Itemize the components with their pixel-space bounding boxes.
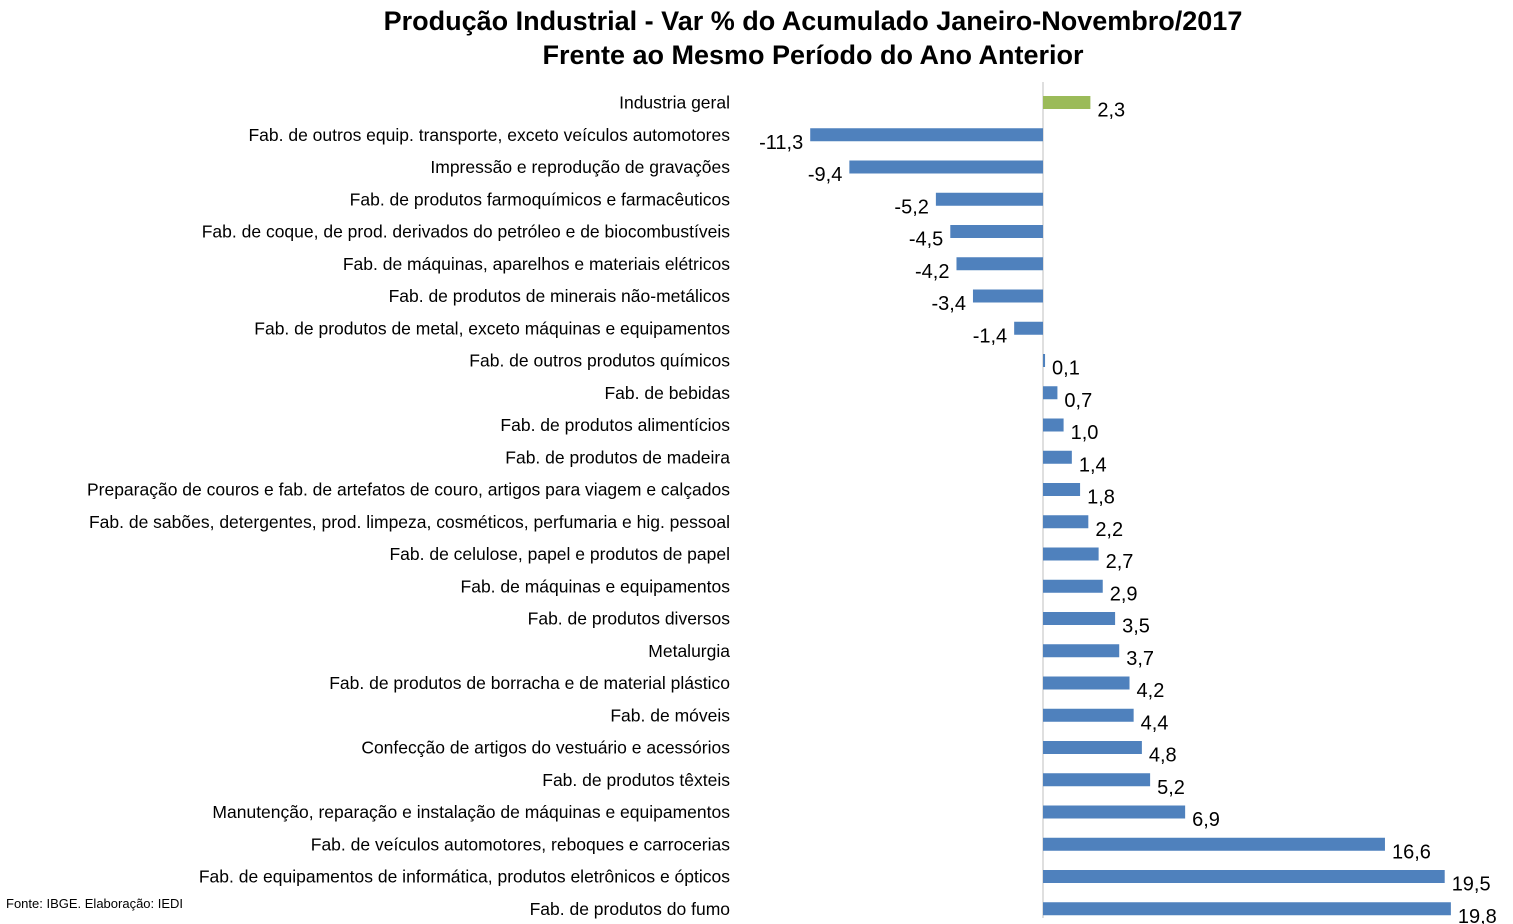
bar xyxy=(1043,450,1072,464)
bar xyxy=(1043,354,1046,367)
value-label: 3,5 xyxy=(1122,616,1150,638)
value-label: 0,7 xyxy=(1064,390,1092,412)
value-label: 4,4 xyxy=(1141,712,1169,734)
value-label: 1,4 xyxy=(1079,454,1107,476)
chart-title-line-2: Frente ao Mesmo Período do Ano Anterior xyxy=(542,40,1084,70)
value-label: -5,2 xyxy=(894,196,928,218)
value-label: -9,4 xyxy=(808,164,842,186)
value-label: 3,7 xyxy=(1126,648,1154,670)
bar xyxy=(1043,547,1099,561)
value-label: 2,9 xyxy=(1110,583,1138,605)
category-label: Fab. de outros equip. transporte, exceto… xyxy=(248,125,730,145)
value-label: -3,4 xyxy=(931,293,965,315)
value-label: 19,5 xyxy=(1452,874,1491,896)
category-label: Fab. de celulose, papel e produtos de pa… xyxy=(389,544,730,564)
value-label: 2,2 xyxy=(1095,519,1123,541)
bar xyxy=(1043,515,1089,529)
bar xyxy=(1043,741,1142,754)
value-label: 1,0 xyxy=(1071,422,1099,444)
bar xyxy=(1043,418,1064,432)
bar xyxy=(1043,805,1186,819)
bar xyxy=(810,128,1043,142)
value-label: 1,8 xyxy=(1087,487,1115,509)
category-label: Fab. de outros produtos químicos xyxy=(469,351,730,371)
category-label: Industria geral xyxy=(619,93,730,113)
value-label: 0,1 xyxy=(1052,358,1080,380)
chart-title: Produção Industrial - Var % do Acumulado… xyxy=(0,4,1513,72)
category-labels: Industria geral Fab. de outros equip. tra… xyxy=(87,93,730,919)
category-label: Confecção de artigos do vestuário e aces… xyxy=(361,738,730,758)
category-label: Fab. de produtos de madeira xyxy=(505,447,730,467)
bar xyxy=(1043,644,1120,658)
bar xyxy=(1043,837,1385,851)
bar xyxy=(935,192,1043,206)
category-label: Impressão e reprodução de gravações xyxy=(430,157,730,177)
bar xyxy=(1043,708,1134,722)
bar xyxy=(1043,902,1451,916)
bar xyxy=(956,257,1043,271)
bar xyxy=(972,289,1043,303)
value-label: 6,9 xyxy=(1192,809,1220,831)
category-label: Fab. de produtos de minerais não-metálic… xyxy=(389,286,731,306)
category-label: Fab. de máquinas, aparelhos e materiais … xyxy=(343,254,730,274)
category-label: Fab. de móveis xyxy=(610,705,730,725)
category-label: Fab. de veículos automotores, reboques e… xyxy=(311,834,730,854)
value-label: 2,7 xyxy=(1106,551,1134,573)
bar xyxy=(1043,773,1151,787)
value-label: -1,4 xyxy=(973,325,1007,347)
value-labels: 2,3 -11,3-9,4 -5,2 -4,5 -4,2 -3,4 -1,4 0,1 0,7 1,… xyxy=(759,100,1497,924)
source-note: Fonte: IBGE. Elaboração: IEDI xyxy=(6,896,184,911)
bar xyxy=(1043,676,1130,690)
bar xyxy=(950,225,1043,238)
bar xyxy=(849,160,1043,174)
value-label: -11,3 xyxy=(759,132,803,154)
category-label: Fab. de bebidas xyxy=(604,383,730,403)
bar xyxy=(1043,579,1103,593)
category-label: Fab. de equipamentos de informática, pro… xyxy=(199,867,730,887)
bar-highlight xyxy=(1043,96,1091,109)
category-label: Fab. de produtos farmoquímicos e farmacê… xyxy=(350,189,731,209)
category-label: Preparação de couros e fab. de artefatos… xyxy=(87,480,730,500)
bar xyxy=(1014,321,1043,335)
value-label: -4,5 xyxy=(909,229,943,251)
category-label: Fab. de produtos alimentícios xyxy=(500,415,730,435)
category-label: Fab. de coque, de prod. derivados do pet… xyxy=(202,222,731,242)
category-label: Fab. de sabões, detergentes, prod. limpe… xyxy=(89,512,730,532)
chart-title-line-1: Produção Industrial - Var % do Acumulado… xyxy=(383,6,1243,36)
value-label: -4,2 xyxy=(915,261,949,283)
category-label: Fab. de máquinas e equipamentos xyxy=(461,576,731,596)
category-label: Fab. de produtos têxteis xyxy=(542,770,730,790)
value-label: 19,8 xyxy=(1458,906,1497,924)
category-label: Fab. de produtos de borracha e de materi… xyxy=(329,673,730,693)
value-label: 4,2 xyxy=(1137,680,1165,702)
bar xyxy=(1043,870,1445,883)
bars xyxy=(810,96,1451,916)
value-label: 2,3 xyxy=(1097,100,1125,122)
bar xyxy=(1043,483,1081,496)
value-label: 5,2 xyxy=(1157,777,1185,799)
category-label: Fab. de produtos do fumo xyxy=(530,899,730,919)
bar xyxy=(1043,386,1058,400)
value-label: 4,8 xyxy=(1149,745,1177,767)
category-label: Manutenção, reparação e instalação de má… xyxy=(212,802,730,822)
category-label: Metalurgia xyxy=(648,641,730,661)
category-label: Fab. de produtos diversos xyxy=(528,609,731,629)
value-label: 16,6 xyxy=(1392,841,1431,863)
bar xyxy=(1043,612,1116,625)
category-label: Fab. de produtos de metal, exceto máquin… xyxy=(254,318,730,338)
